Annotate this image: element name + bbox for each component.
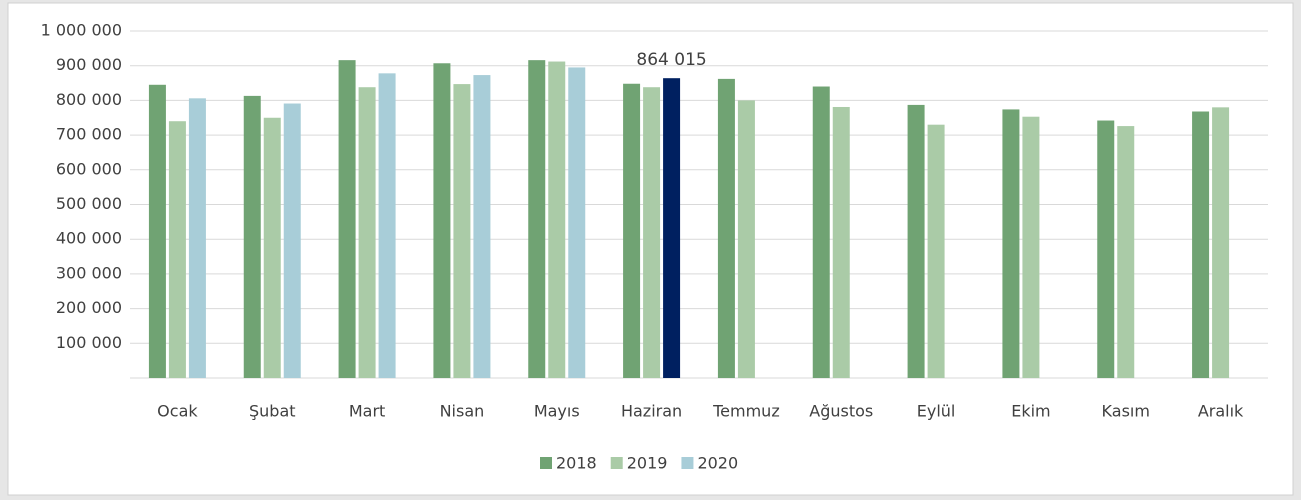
x-tick-label: Haziran xyxy=(621,402,682,421)
legend-label: 2019 xyxy=(627,454,668,473)
y-tick-label: 800 000 xyxy=(56,90,122,109)
bar xyxy=(453,84,471,378)
x-tick-label: Aralık xyxy=(1198,402,1244,421)
y-tick-label: 700 000 xyxy=(56,125,122,144)
bar xyxy=(663,78,681,378)
y-tick-label: 200 000 xyxy=(56,298,122,317)
legend-swatch xyxy=(681,457,694,469)
bar xyxy=(283,103,301,378)
x-tick-label: Temmuz xyxy=(712,402,780,421)
bar xyxy=(188,98,206,379)
y-tick-label: 400 000 xyxy=(56,229,122,248)
x-tick-label: Mart xyxy=(349,402,385,421)
bar xyxy=(737,100,755,379)
legend-label: 2020 xyxy=(697,454,738,473)
bar xyxy=(568,67,586,378)
bar xyxy=(812,86,830,379)
bar xyxy=(907,104,925,378)
bar xyxy=(623,83,641,378)
x-tick-label: Ekim xyxy=(1011,402,1050,421)
x-tick-label: Eylül xyxy=(917,402,956,421)
x-tick-label: Şubat xyxy=(249,402,296,421)
bar xyxy=(1192,111,1210,378)
x-tick-label: Mayıs xyxy=(534,402,580,421)
x-tick-label: Ağustos xyxy=(809,402,873,421)
bar xyxy=(927,124,945,378)
bar xyxy=(1212,107,1230,378)
legend-label: 2018 xyxy=(556,454,597,473)
y-tick-label: 300 000 xyxy=(56,263,122,282)
bar xyxy=(243,95,261,378)
x-tick-label: Ocak xyxy=(157,402,198,421)
legend-swatch xyxy=(610,457,623,469)
bar xyxy=(717,78,735,379)
bar xyxy=(1097,120,1115,378)
legend-swatch xyxy=(540,457,552,469)
x-tick-label: Kasım xyxy=(1102,402,1150,421)
y-tick-label: 100 000 xyxy=(56,333,122,352)
bar xyxy=(1022,116,1040,379)
bar xyxy=(643,87,661,379)
bar xyxy=(358,87,376,379)
y-tick-label: 500 000 xyxy=(56,194,122,213)
bar xyxy=(433,63,451,379)
bar xyxy=(473,75,491,378)
bar xyxy=(338,60,356,378)
bar xyxy=(148,84,166,378)
y-tick-label: 1 000 000 xyxy=(41,21,122,40)
y-tick-label: 900 000 xyxy=(56,55,122,74)
bar xyxy=(832,106,850,379)
y-tick-label: 600 000 xyxy=(56,159,122,178)
bar xyxy=(1117,126,1135,378)
bar xyxy=(378,73,396,379)
bar xyxy=(1002,109,1020,378)
bar xyxy=(263,117,281,378)
bar xyxy=(528,60,546,378)
bar xyxy=(168,121,186,378)
x-tick-label: Nisan xyxy=(440,402,485,421)
data-label: 864 015 xyxy=(636,50,706,70)
bar xyxy=(548,61,566,378)
